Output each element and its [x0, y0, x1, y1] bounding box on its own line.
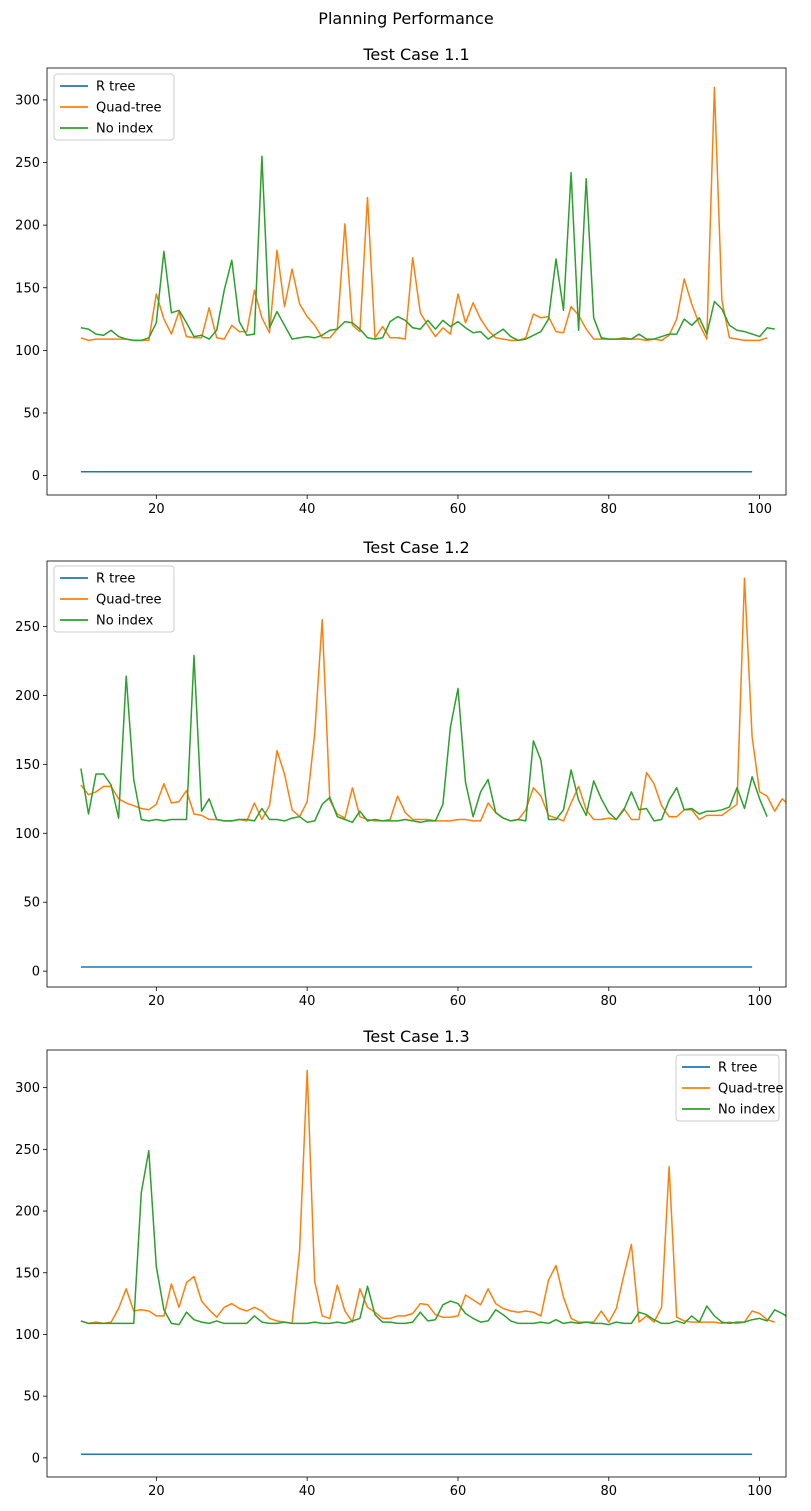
- plot-lines: [80, 1069, 786, 1455]
- y-tick-label: 200: [15, 219, 40, 234]
- y-tick-label: 0: [32, 965, 40, 980]
- figure-title: Planning Performance: [318, 9, 493, 28]
- legend-box: [53, 565, 175, 633]
- legend-label: R tree: [718, 1061, 757, 1076]
- subplot-3: Test Case 1.3 20 40 60 80 100 0 50 100 150 200 250 3…: [15, 1027, 787, 1499]
- x-tick-label: 60: [450, 994, 467, 1009]
- x-tick-label: 60: [450, 502, 467, 517]
- legend-label: No index: [96, 614, 154, 629]
- axes-frame: [46, 67, 787, 496]
- legend: R tree Quad-tree No index: [675, 1054, 784, 1122]
- y-tick-label: 100: [15, 344, 40, 359]
- y-tick-label: 250: [15, 156, 40, 171]
- legend-label: R tree: [96, 80, 135, 95]
- subplots: Test Case 1.120 40 60 80 1000501001502002503…: [15, 45, 787, 1499]
- series-line-quad-tree: [80, 1069, 775, 1325]
- y-tick-label: 0: [32, 1451, 40, 1466]
- y-tick-label: 150: [15, 758, 40, 773]
- y-tick-label: 50: [23, 1390, 40, 1405]
- x-tick-label: 40: [299, 502, 316, 517]
- legend: R tree Quad-tree No index: [53, 73, 175, 141]
- x-tick-label: 80: [601, 502, 618, 517]
- plot-lines: [80, 577, 786, 968]
- x-tick-label: 40: [299, 1484, 316, 1499]
- legend: R tree Quad-tree No index: [53, 565, 175, 633]
- series-line-no-index: [80, 1149, 786, 1326]
- x-tick-label: 40: [299, 994, 316, 1009]
- axes-frame: [46, 560, 787, 988]
- y-tick-label: 150: [15, 281, 40, 296]
- x-tick-label: 80: [601, 994, 618, 1009]
- legend-label: R tree: [96, 572, 135, 587]
- legend-label: Quad-tree: [718, 1082, 784, 1097]
- y-tick-label: 100: [15, 1328, 40, 1343]
- series-line-no-index: [80, 654, 768, 824]
- legend-label: Quad-tree: [96, 101, 162, 116]
- x-tick-label: 100: [747, 994, 772, 1009]
- x-tick-label: 80: [601, 1484, 618, 1499]
- series-line-quad-tree: [80, 577, 786, 822]
- subplot-1: Test Case 1.1 20 40 60 80 100 0 50 100 150 200 250 3…: [15, 45, 787, 517]
- x-tick-label: 100: [747, 1484, 772, 1499]
- y-tick-label: 200: [15, 1205, 40, 1220]
- plot-lines: [80, 86, 775, 473]
- legend-label: Quad-tree: [96, 593, 162, 608]
- subplot-title: Test Case 1.1: [362, 45, 469, 64]
- x-tick-label: 100: [747, 502, 772, 517]
- y-tick-label: 50: [23, 896, 40, 911]
- y-tick-label: 250: [15, 620, 40, 635]
- y-tick-label: 150: [15, 1266, 40, 1281]
- legend-label: No index: [718, 1103, 776, 1118]
- y-tick-label: 0: [32, 469, 40, 484]
- subplot-title: Test Case 1.3: [362, 1027, 469, 1046]
- legend-label: No index: [96, 122, 154, 137]
- y-tick-label: 250: [15, 1143, 40, 1158]
- y-tick-label: 300: [15, 93, 40, 108]
- x-tick-label: 20: [148, 994, 165, 1009]
- subplot-2: Test Case 1.2 20 40 60 80 100 0 50 100 150 200 250 R…: [15, 538, 787, 1009]
- y-tick-label: 200: [15, 689, 40, 704]
- x-tick-label: 20: [148, 1484, 165, 1499]
- y-tick-label: 300: [15, 1081, 40, 1096]
- legend-box: [675, 1054, 780, 1122]
- x-tick-label: 60: [450, 1484, 467, 1499]
- legend-box: [53, 73, 175, 141]
- y-tick-label: 100: [15, 827, 40, 842]
- axes-frame: [46, 1049, 787, 1478]
- y-tick-label: 50: [23, 406, 40, 421]
- x-tick-label: 20: [148, 502, 165, 517]
- subplot-title: Test Case 1.2: [362, 538, 469, 557]
- series-line-no-index: [80, 155, 775, 342]
- series-line-quad-tree: [80, 86, 768, 342]
